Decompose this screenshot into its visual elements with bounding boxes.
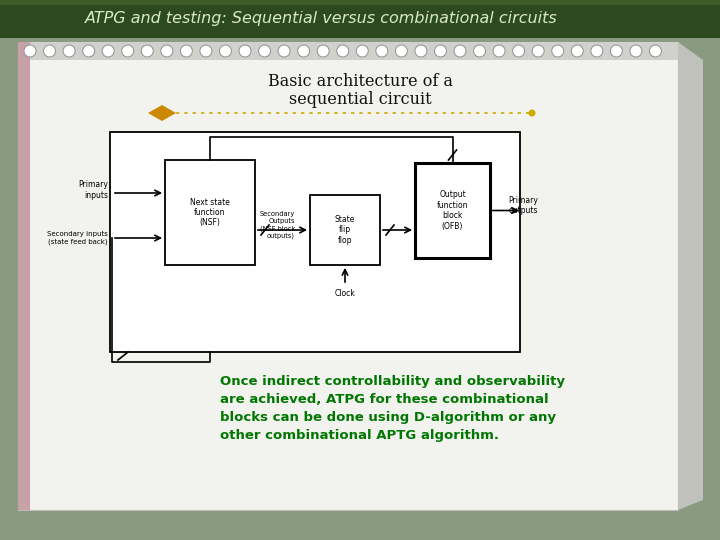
Circle shape — [415, 45, 427, 57]
Text: blocks can be done using D-algorithm or any: blocks can be done using D-algorithm or … — [220, 411, 556, 424]
Circle shape — [513, 45, 525, 57]
Text: Next state
function
(NSF): Next state function (NSF) — [190, 198, 230, 227]
Circle shape — [43, 45, 55, 57]
Circle shape — [141, 45, 153, 57]
Text: Secondary
Outputs
(NSF block
outputs): Secondary Outputs (NSF block outputs) — [260, 211, 295, 239]
Circle shape — [591, 45, 603, 57]
Circle shape — [376, 45, 388, 57]
Circle shape — [395, 45, 408, 57]
Text: State
flip
flop: State flip flop — [335, 215, 355, 245]
Bar — [165, 160, 255, 265]
Bar — [0, 0, 720, 38]
Circle shape — [528, 110, 536, 117]
Circle shape — [200, 45, 212, 57]
Circle shape — [474, 45, 485, 57]
Circle shape — [239, 45, 251, 57]
Text: are achieved, ATPG for these combinational: are achieved, ATPG for these combination… — [220, 393, 549, 406]
Bar — [110, 132, 520, 352]
Bar — [18, 42, 30, 510]
Circle shape — [630, 45, 642, 57]
Bar — [0, 0, 720, 5]
Circle shape — [220, 45, 231, 57]
Circle shape — [161, 45, 173, 57]
Bar — [310, 195, 380, 265]
Circle shape — [318, 45, 329, 57]
Circle shape — [493, 45, 505, 57]
Circle shape — [611, 45, 622, 57]
Text: Primary
outputs: Primary outputs — [508, 196, 538, 215]
Bar — [18, 42, 678, 60]
Text: Output
function
block
(OFB): Output function block (OFB) — [437, 191, 468, 231]
Circle shape — [102, 45, 114, 57]
Circle shape — [122, 45, 134, 57]
Polygon shape — [678, 42, 703, 510]
Circle shape — [337, 45, 348, 57]
Circle shape — [24, 45, 36, 57]
Text: Once indirect controllability and observability: Once indirect controllability and observ… — [220, 375, 565, 388]
Text: sequential circuit: sequential circuit — [289, 91, 431, 109]
Text: Secondary inputs
(state feed back): Secondary inputs (state feed back) — [47, 231, 108, 245]
Text: Basic architecture of a: Basic architecture of a — [268, 73, 452, 91]
Circle shape — [434, 45, 446, 57]
Circle shape — [649, 45, 662, 57]
Circle shape — [532, 45, 544, 57]
Circle shape — [356, 45, 368, 57]
Circle shape — [552, 45, 564, 57]
Circle shape — [297, 45, 310, 57]
Text: other combinational APTG algorithm.: other combinational APTG algorithm. — [220, 429, 499, 442]
Bar — [0, 0, 80, 540]
Polygon shape — [148, 105, 176, 121]
Circle shape — [83, 45, 94, 57]
Text: ATPG and testing: Sequential versus combinational circuits: ATPG and testing: Sequential versus comb… — [85, 11, 558, 26]
Circle shape — [278, 45, 290, 57]
Circle shape — [63, 45, 75, 57]
Text: Clock: Clock — [335, 288, 356, 298]
Bar — [415, 163, 490, 258]
Circle shape — [258, 45, 271, 57]
Bar — [18, 42, 678, 510]
Circle shape — [181, 45, 192, 57]
Circle shape — [454, 45, 466, 57]
Text: Primary
inputs: Primary inputs — [78, 180, 108, 200]
Circle shape — [571, 45, 583, 57]
